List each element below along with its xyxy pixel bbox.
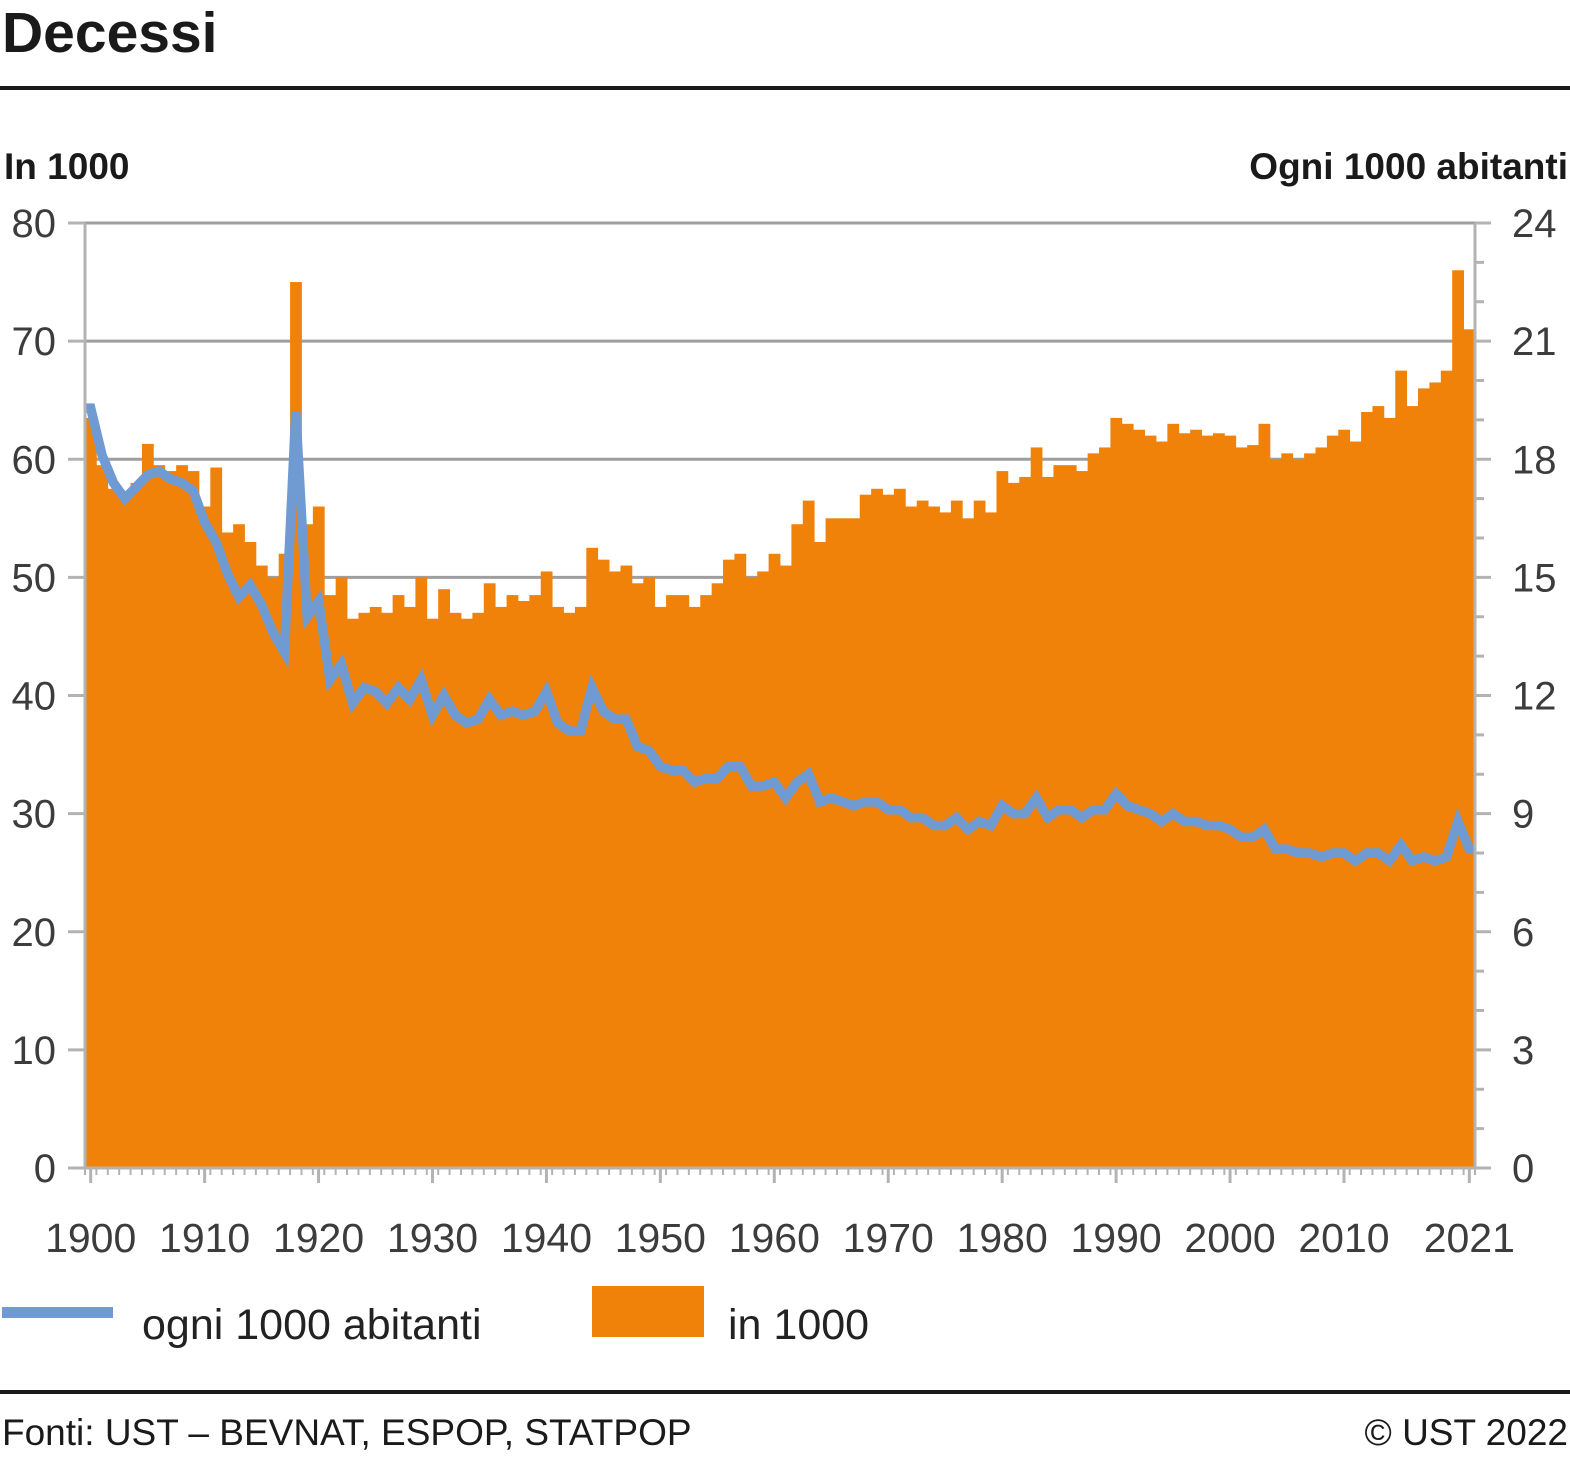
svg-text:60: 60 — [12, 438, 57, 482]
legend-line-label: ogni 1000 abitanti — [142, 1301, 482, 1349]
svg-text:10: 10 — [12, 1029, 57, 1073]
svg-text:21: 21 — [1512, 320, 1557, 364]
svg-text:1990: 1990 — [1070, 1215, 1161, 1261]
right-axis-title: Ogni 1000 abitanti — [1249, 146, 1568, 187]
svg-text:1970: 1970 — [843, 1215, 934, 1261]
footer-sources: Fonti: UST – BEVNAT, ESPOP, STATPOP — [2, 1412, 692, 1453]
svg-text:0: 0 — [1512, 1147, 1534, 1191]
svg-text:30: 30 — [12, 793, 57, 837]
footer-divider — [0, 1390, 1570, 1394]
svg-text:15: 15 — [1512, 556, 1557, 600]
svg-text:70: 70 — [12, 320, 57, 364]
svg-text:1940: 1940 — [501, 1215, 592, 1261]
svg-text:6: 6 — [1512, 911, 1534, 955]
svg-text:1900: 1900 — [45, 1215, 136, 1261]
svg-text:1960: 1960 — [729, 1215, 820, 1261]
legend-bar-label: in 1000 — [728, 1301, 870, 1349]
svg-text:2021: 2021 — [1424, 1215, 1515, 1261]
svg-text:12: 12 — [1512, 675, 1557, 719]
svg-text:3: 3 — [1512, 1029, 1534, 1073]
legend-line-swatch — [2, 1307, 113, 1318]
svg-text:20: 20 — [12, 911, 57, 955]
svg-text:24: 24 — [1512, 202, 1557, 246]
footer-copyright: © UST 2022 — [1364, 1412, 1568, 1453]
svg-text:1930: 1930 — [387, 1215, 478, 1261]
svg-text:2000: 2000 — [1184, 1215, 1275, 1261]
svg-text:18: 18 — [1512, 438, 1557, 482]
svg-text:40: 40 — [12, 675, 57, 719]
svg-text:0: 0 — [34, 1147, 56, 1191]
svg-text:1910: 1910 — [159, 1215, 250, 1261]
svg-text:1950: 1950 — [615, 1215, 706, 1261]
svg-text:1920: 1920 — [273, 1215, 364, 1261]
svg-text:80: 80 — [12, 202, 57, 246]
svg-text:9: 9 — [1512, 793, 1534, 837]
legend-bar-swatch — [592, 1286, 704, 1337]
title-divider — [0, 86, 1570, 90]
page-title: Decessi — [2, 1, 218, 65]
svg-text:50: 50 — [12, 556, 57, 600]
svg-text:2010: 2010 — [1298, 1215, 1389, 1261]
svg-text:1980: 1980 — [957, 1215, 1048, 1261]
left-axis-title: In 1000 — [4, 146, 130, 187]
